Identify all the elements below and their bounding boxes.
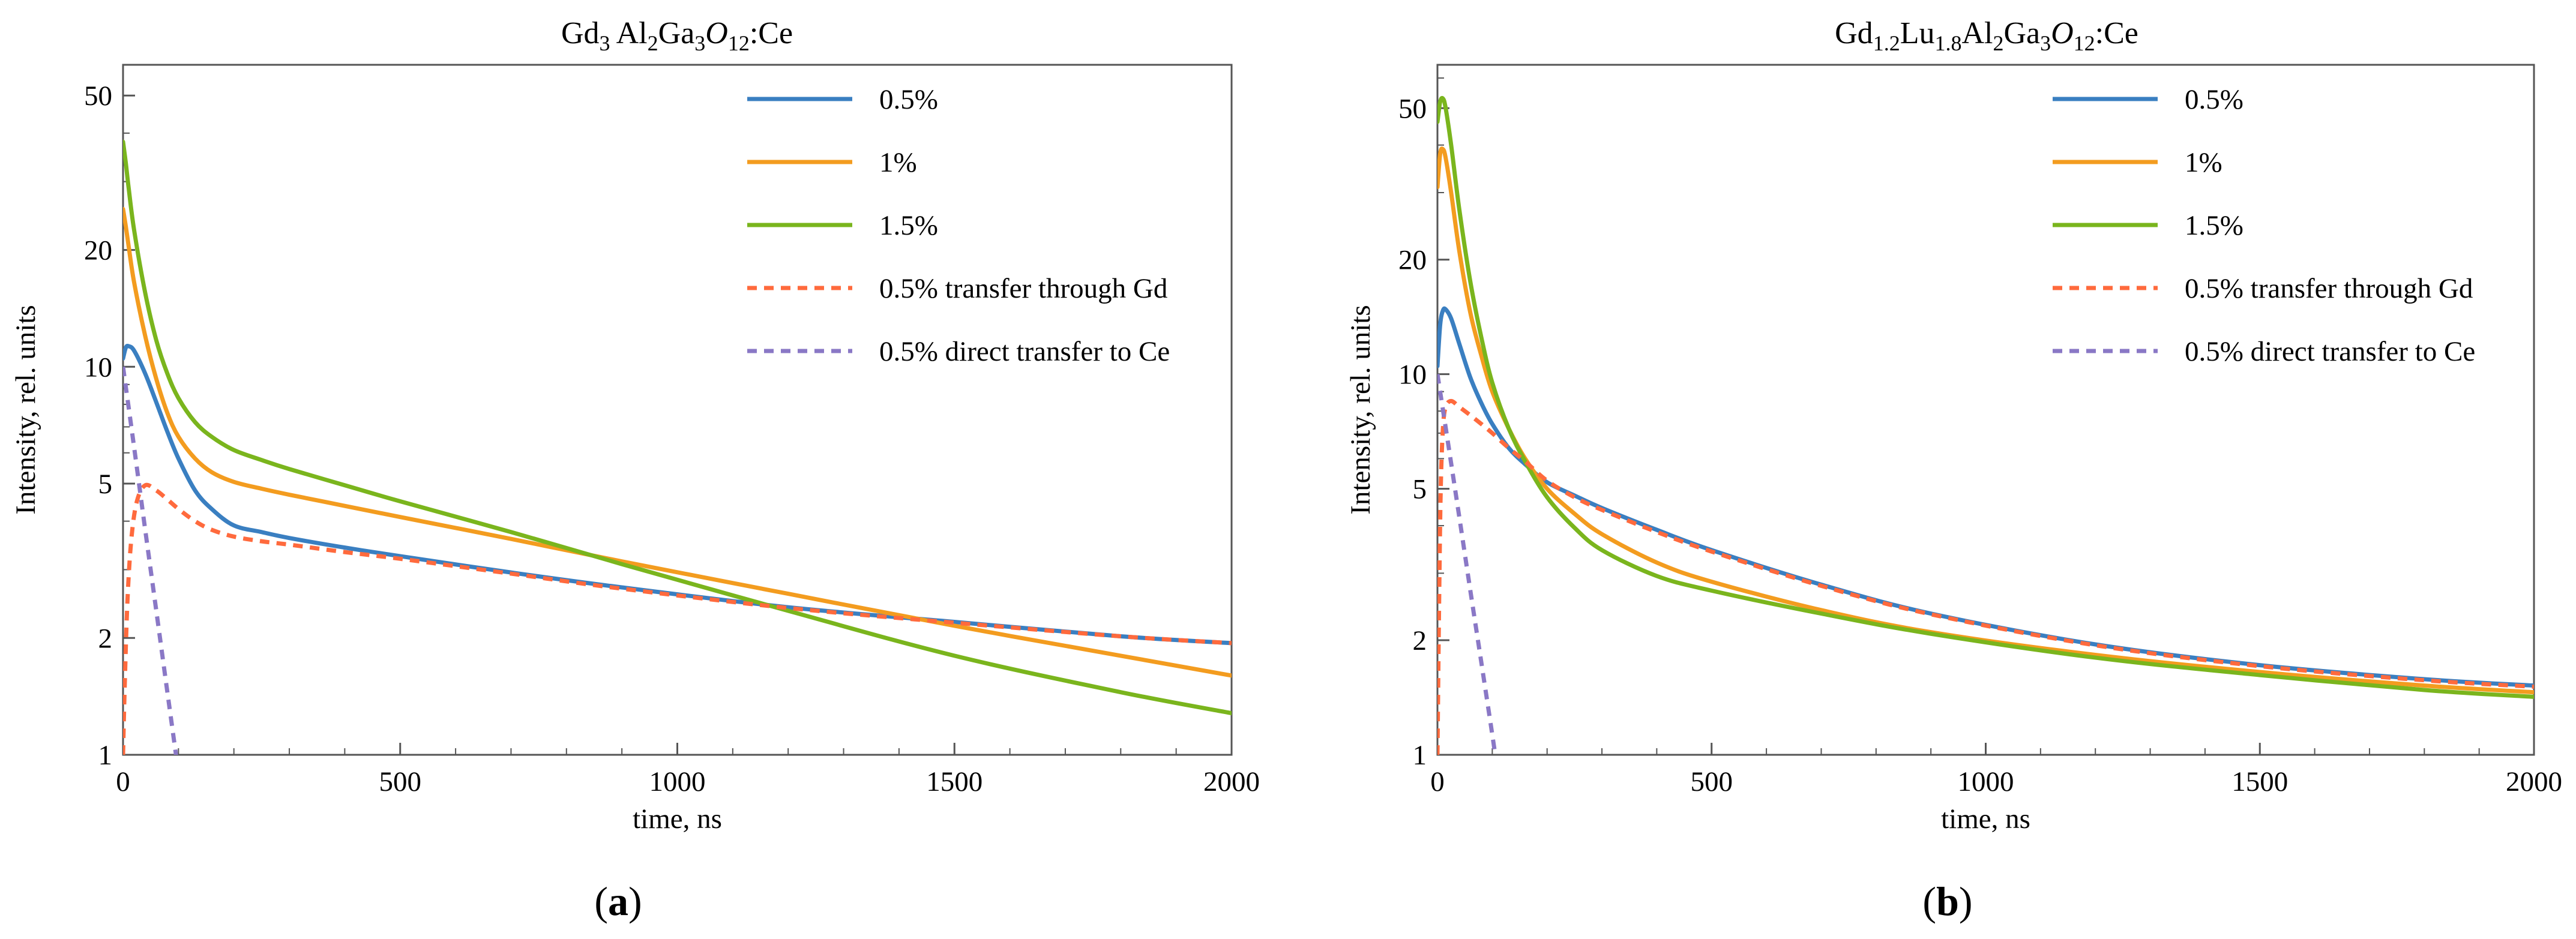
series-line — [123, 366, 178, 755]
series-line — [1437, 374, 1497, 755]
x-tick-label: 0 — [116, 766, 130, 797]
legend-label: 0.5% direct transfer to Ce — [2185, 336, 2475, 367]
chart-title-part: 3 — [600, 31, 610, 55]
x-tick-label: 0 — [1430, 766, 1445, 797]
legend-label: 0.5% — [2185, 84, 2243, 115]
chart-title-part: Lu — [1900, 16, 1935, 50]
chart-title-part: O — [2051, 16, 2074, 50]
panel-letter: a — [608, 878, 628, 924]
chart-title-part: Al — [610, 16, 648, 50]
y-tick-label: 20 — [84, 235, 112, 266]
x-tick-label: 2000 — [1203, 766, 1260, 797]
chart-title-part: Gd — [561, 16, 600, 50]
x-tick-label: 1500 — [926, 766, 983, 797]
plot-frame — [122, 64, 1233, 756]
legend-label: 1% — [2185, 147, 2222, 178]
series-line — [1437, 146, 2534, 695]
legend-label: 1.5% — [879, 210, 938, 241]
chart-title: Gd1.2Lu1.8Al2Ga3O12:Ce — [1835, 16, 2138, 55]
chart-title-part: Gd — [1835, 16, 1873, 50]
panel-label: (b) — [1922, 878, 1972, 924]
x-tick-label: 1500 — [2231, 766, 2288, 797]
y-tick-label: 1 — [1413, 740, 1427, 771]
y-tick-label: 1 — [98, 740, 113, 771]
y-tick-label: 20 — [1398, 245, 1427, 276]
chart-title-part: 1.8 — [1934, 31, 1961, 55]
x-tick-label: 1000 — [649, 766, 706, 797]
panel-letter: b — [1936, 878, 1959, 924]
y-axis-label: Intensity, rel. units — [10, 305, 41, 514]
legend-label: 0.5% transfer through Gd — [879, 273, 1167, 304]
series-line — [123, 206, 1232, 678]
plot-frame — [1436, 64, 2535, 756]
chart-title-part: 12 — [728, 31, 750, 55]
chart-title-part: 3 — [694, 31, 705, 55]
chart-title-part: O — [705, 16, 728, 50]
series-line — [123, 482, 1232, 755]
chart-title-part: Ga — [658, 16, 695, 50]
x-tick-label: 2000 — [2506, 766, 2562, 797]
chart-title-part: 2 — [1993, 31, 2003, 55]
x-tick-label: 500 — [379, 766, 422, 797]
chart-title-part: 3 — [2040, 31, 2051, 55]
chart-title-part: 12 — [2074, 31, 2095, 55]
y-tick-label: 10 — [1398, 359, 1427, 391]
y-tick-label: 5 — [98, 469, 113, 500]
chart-title-part: 2 — [648, 31, 658, 55]
series-line — [1437, 95, 2534, 699]
series-line — [123, 139, 1232, 716]
panel-label: (a) — [594, 878, 642, 924]
y-tick-label: 2 — [98, 623, 113, 654]
y-tick-label: 50 — [84, 80, 112, 112]
legend-label: 1% — [879, 147, 917, 178]
x-tick-label: 500 — [1691, 766, 1733, 797]
legend-label: 0.5% — [879, 84, 938, 115]
chart-title-part: :Ce — [2095, 16, 2138, 50]
legend-label: 1.5% — [2185, 210, 2243, 241]
legend: 0.5% 1% 1.5% 0.5% transfer through Gd 0.5% d… — [2053, 84, 2475, 367]
chart-title-part: 1.2 — [1873, 31, 1900, 55]
y-tick-label: 50 — [1398, 93, 1427, 124]
chart-title: Gd3 Al2Ga3O12:Ce — [561, 16, 793, 55]
chart-title-part: Ga — [2003, 16, 2040, 50]
x-axis-label: time, ns — [633, 803, 722, 835]
x-axis-label: time, ns — [1941, 803, 2030, 835]
x-tick-label: 1000 — [1958, 766, 2014, 797]
chart-title-part: Al — [1961, 16, 1993, 50]
legend: 0.5% 1% 1.5% 0.5% transfer through Gd 0.5% d… — [747, 84, 1170, 367]
legend-label: 0.5% transfer through Gd — [2185, 273, 2473, 304]
y-tick-label: 10 — [84, 352, 112, 383]
y-tick-label: 2 — [1413, 625, 1427, 656]
legend-label: 0.5% direct transfer to Ce — [879, 336, 1170, 367]
chart-title-part: :Ce — [750, 16, 793, 50]
series-line — [1437, 398, 2534, 755]
y-axis-label: Intensity, rel. units — [1345, 305, 1376, 514]
y-tick-label: 5 — [1413, 474, 1427, 505]
